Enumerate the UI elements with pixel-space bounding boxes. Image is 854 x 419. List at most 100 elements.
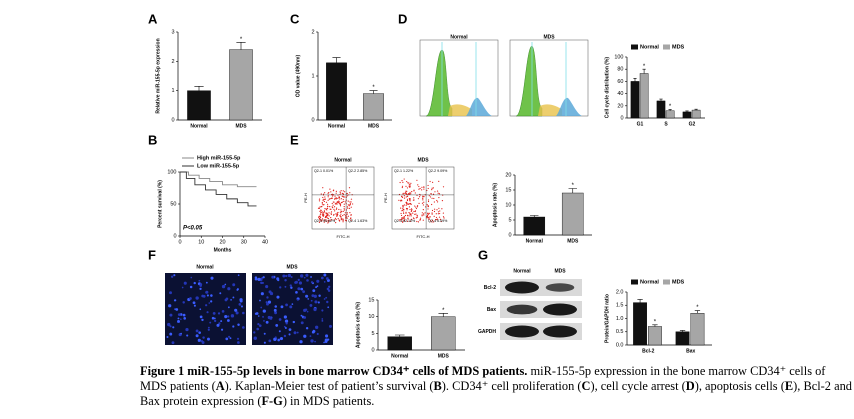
significance-mark: * — [372, 85, 375, 91]
nucleus — [230, 314, 235, 318]
caption-text: ), Bcl-2 and Bax protein expression ( — [140, 379, 852, 408]
nucleus — [318, 294, 321, 297]
legend-swatch — [631, 44, 638, 50]
nucleus — [313, 307, 317, 312]
flow-dot — [325, 201, 328, 203]
nucleus — [284, 285, 287, 288]
flow-dot — [400, 207, 402, 209]
nucleus — [310, 276, 312, 278]
flow-dot — [441, 208, 443, 210]
flow-dot — [428, 195, 430, 197]
error-bar — [369, 90, 378, 94]
flow-dot — [348, 205, 350, 207]
nucleus — [199, 308, 202, 311]
x-tick-label: Normal — [328, 123, 346, 129]
nucleus — [326, 300, 329, 304]
flow-dot — [349, 201, 351, 203]
flow-dot — [339, 205, 342, 207]
nucleus — [265, 285, 269, 289]
flow-dot — [340, 216, 342, 218]
flow-dot — [436, 199, 438, 202]
flow-dot — [318, 198, 321, 200]
nucleus — [195, 329, 199, 333]
x-tick-label: 10 — [198, 239, 204, 245]
nucleus — [192, 301, 196, 305]
flow-dot — [349, 203, 352, 205]
flow-dot — [350, 219, 352, 221]
flow-dot — [341, 192, 343, 194]
flow-dot — [342, 214, 344, 217]
x-tick-label: MDS — [438, 353, 450, 359]
nucleus — [275, 323, 279, 327]
flow-dot — [421, 215, 423, 217]
flow-dot — [318, 217, 320, 219]
flow-dot — [405, 203, 408, 205]
nucleus — [232, 283, 236, 287]
flow-dot — [330, 212, 332, 214]
nucleus — [279, 286, 282, 289]
flow-dot — [348, 207, 351, 209]
flow-dot — [410, 214, 412, 216]
flow-dot — [326, 214, 328, 216]
nucleus — [205, 281, 208, 284]
y-tick-label: 100 — [614, 54, 623, 60]
flow-dot — [405, 211, 407, 213]
flow-dot — [344, 191, 346, 193]
panel-letter: A — [148, 11, 158, 26]
flow-dot — [400, 214, 403, 217]
nucleus — [177, 319, 180, 323]
nucleus — [290, 275, 293, 279]
flow-dot — [350, 201, 352, 203]
nucleus — [185, 327, 189, 332]
flow-dot — [426, 204, 428, 206]
flow-dot — [330, 213, 332, 216]
flow-dot — [416, 215, 418, 217]
flow-dot — [337, 213, 339, 215]
flow-dot — [408, 182, 410, 184]
y-tick-label: 0 — [171, 117, 174, 123]
legend-swatch — [663, 44, 670, 50]
flow-dot — [412, 212, 414, 214]
flow-dot — [329, 188, 331, 190]
annotation: P<0.05 — [183, 226, 203, 232]
nucleus — [237, 341, 240, 344]
flow-dot — [336, 207, 338, 209]
flow-dot — [401, 196, 404, 198]
flow-dot — [437, 213, 439, 215]
nucleus — [277, 278, 280, 282]
x-tick-label: G1 — [637, 121, 644, 127]
flow-dot — [325, 213, 327, 215]
nucleus — [220, 328, 224, 331]
flow-dot — [403, 212, 405, 215]
error-bar — [694, 310, 701, 314]
nucleus — [328, 285, 331, 288]
bar — [682, 111, 692, 119]
flow-dot — [340, 190, 342, 192]
flow-dot — [347, 204, 349, 206]
nucleus — [262, 316, 264, 318]
nucleus — [323, 273, 327, 277]
x-tick-label: MDS — [567, 238, 579, 244]
flow-dot — [413, 199, 415, 201]
y-tick-label: 0.0 — [616, 342, 624, 348]
flow-dot — [416, 216, 418, 218]
flow-dot — [336, 215, 338, 217]
flow-dot — [409, 199, 411, 201]
flow-dot — [339, 204, 342, 206]
nucleus — [312, 289, 316, 293]
flow-dot — [430, 193, 432, 195]
quadrant-label: Q2-4 6.09% — [428, 219, 448, 223]
nucleus — [267, 300, 272, 304]
flow-dot — [334, 195, 336, 197]
flow-dot — [347, 207, 349, 209]
nucleus — [263, 341, 266, 344]
figure: A 0 1 2 3 Relative miR-155-5p expression Norma… — [148, 11, 712, 359]
flow-dot — [318, 200, 321, 202]
legend-label: Normal — [640, 44, 659, 50]
flow-dot — [438, 196, 440, 199]
flow-dot — [341, 195, 343, 197]
flow-dot — [401, 217, 403, 219]
nucleus — [296, 331, 299, 334]
nucleus — [310, 281, 314, 284]
flow-dot — [426, 189, 428, 192]
